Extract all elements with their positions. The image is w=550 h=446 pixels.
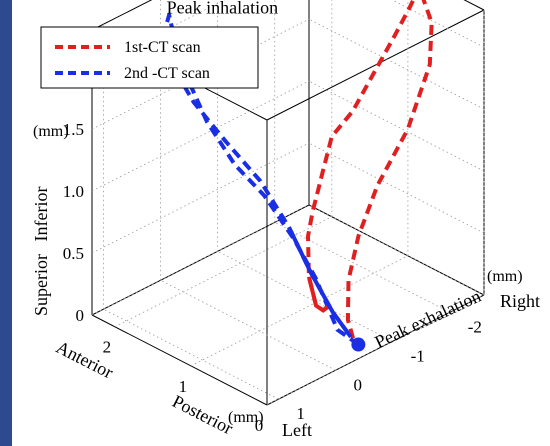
vertical-tick-label: 1.0 bbox=[63, 182, 84, 201]
box-edge bbox=[91, 314, 268, 406]
vertical-label-top: Inferior bbox=[31, 187, 51, 242]
legend-label: 2nd -CT scan bbox=[124, 65, 210, 82]
grid-line bbox=[91, 204, 310, 316]
depth-tick-label: 0 bbox=[255, 416, 264, 435]
grid-line bbox=[91, 142, 310, 254]
vertical-tick-label: 1.5 bbox=[63, 120, 84, 139]
depth-label-near: Posterior bbox=[169, 391, 236, 438]
grid-line bbox=[308, 142, 485, 234]
left-border-bar bbox=[0, 0, 12, 446]
lateral-tick-label: -1 bbox=[411, 346, 425, 365]
lateral-tick-label: 0 bbox=[354, 375, 363, 394]
depth-unit-label: (mm) bbox=[228, 409, 264, 426]
box-edge bbox=[91, 0, 153, 31]
legend: 1st-CT scan 2nd -CT scan bbox=[40, 26, 259, 89]
vertical-label-bottom: Superior bbox=[31, 254, 51, 316]
annotation-peak-inhalation-2nd: Peak inhalation bbox=[167, 0, 278, 17]
lateral-unit-label: (mm) bbox=[487, 268, 523, 285]
series-line-1st-ct bbox=[306, 0, 434, 346]
lateral-label-far: Right bbox=[500, 291, 540, 311]
vertical-unit-label: (mm) bbox=[33, 123, 69, 140]
series-solid-1st-ct bbox=[306, 276, 330, 313]
grid-line bbox=[91, 80, 310, 192]
box-edge bbox=[463, 0, 485, 11]
grid-line bbox=[308, 80, 485, 172]
lateral-tick-label: -2 bbox=[468, 317, 482, 336]
grid-line bbox=[190, 255, 409, 367]
grid-line bbox=[114, 216, 333, 328]
series-solid-2nd-ct bbox=[287, 226, 353, 339]
grid-line bbox=[308, 204, 485, 296]
legend-box bbox=[40, 26, 259, 89]
depth-tick-label: 1 bbox=[179, 377, 188, 396]
grid-line bbox=[274, 222, 450, 313]
grid-line bbox=[103, 308, 279, 400]
grid-line bbox=[217, 250, 393, 342]
peak-exhalation-marker bbox=[351, 337, 366, 352]
grid-line bbox=[391, 0, 485, 48]
grid-line bbox=[160, 279, 336, 371]
grid-line bbox=[266, 294, 485, 406]
vertical-tick-label: 0 bbox=[76, 306, 85, 325]
grid-line bbox=[308, 18, 485, 110]
depth-tick-label: 2 bbox=[103, 338, 112, 357]
box-edge bbox=[266, 9, 485, 121]
vertical-tick-label: 0.5 bbox=[63, 244, 84, 263]
legend-label: 1st-CT scan bbox=[124, 39, 201, 56]
grid bbox=[91, 0, 485, 406]
lateral-tick-label: 1 bbox=[296, 404, 305, 423]
lateral-label-near: Left bbox=[282, 420, 312, 440]
